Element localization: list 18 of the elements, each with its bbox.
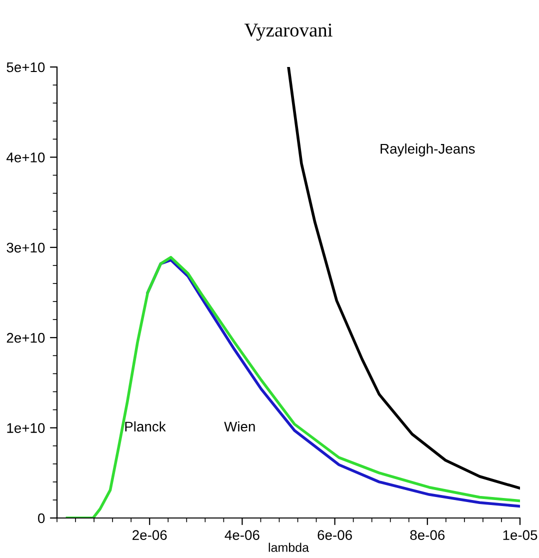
y-tick-label: 1e+10 <box>7 423 45 433</box>
y-tick-label: 3e+10 <box>6 242 45 253</box>
y-tick-label: 0 <box>38 513 45 524</box>
annotation: Planck <box>125 421 166 432</box>
y-tick-label: 2e+10 <box>6 332 45 343</box>
line-series <box>287 67 520 490</box>
y-tick-label: 5e+10 <box>6 62 45 72</box>
x-tick-label: 1e-05 <box>503 530 538 540</box>
annotation: Rayleigh-Jeans <box>380 144 475 156</box>
x-axis-title: lambda <box>268 542 309 552</box>
x-tick-label: 6e-06 <box>318 530 352 540</box>
annotation: Wien <box>224 421 255 432</box>
line-series <box>66 256 520 518</box>
x-tick-label: 4e-06 <box>224 530 260 540</box>
x-tick-label: 8e-06 <box>410 530 445 540</box>
x-tick-label: 2e-06 <box>132 530 167 540</box>
y-tick-label: 4e+10 <box>6 152 45 162</box>
chart-title: Vyzarovani <box>244 24 332 41</box>
